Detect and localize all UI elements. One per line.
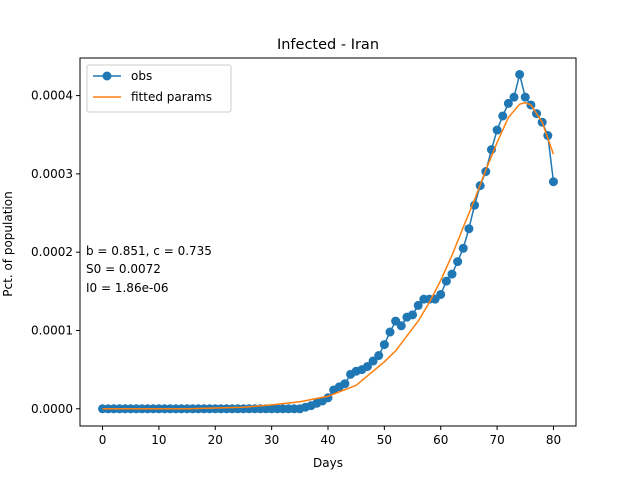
data-point (458, 243, 468, 253)
data-point (515, 69, 525, 79)
data-point (340, 379, 350, 389)
x-tick-label: 30 (264, 433, 279, 447)
y-tick-label: 0.0002 (31, 245, 73, 259)
data-point (436, 289, 446, 299)
data-point (396, 321, 406, 331)
legend: obs fitted params (86, 64, 232, 113)
legend-box (86, 64, 232, 113)
data-point (509, 92, 519, 102)
data-point (492, 125, 502, 135)
data-point (447, 269, 457, 279)
x-tick-label: 40 (320, 433, 335, 447)
data-point (374, 351, 384, 361)
data-point (498, 111, 508, 121)
y-tick-label: 0.0004 (31, 89, 73, 103)
x-axis-label: Days (313, 456, 343, 470)
annotation-line-1: b = 0.851, c = 0.735 (86, 244, 212, 258)
legend-fit-label: fitted params (131, 90, 212, 104)
x-tick-label: 70 (489, 433, 504, 447)
y-axis-label: Pct. of population (1, 191, 15, 296)
x-tick-label: 80 (546, 433, 561, 447)
x-tick-label: 0 (99, 433, 107, 447)
data-point (408, 310, 418, 320)
data-point (362, 361, 372, 371)
plot-area: 0 10 20 30 40 50 60 70 80 0.0000 0.0001 0.0002 0.000… (31, 57, 577, 447)
data-point (548, 177, 558, 187)
chart-title: Infected - Iran (277, 37, 379, 53)
y-tick-label: 0.0003 (31, 167, 73, 181)
data-point (470, 200, 480, 210)
data-point (441, 276, 451, 286)
data-point (385, 327, 395, 337)
series-line-1 (102, 101, 555, 410)
data-point (520, 92, 530, 102)
legend-obs-marker (102, 71, 112, 81)
x-tick-label: 50 (377, 433, 392, 447)
data-point (453, 257, 463, 267)
data-point (413, 300, 423, 310)
x-tick-label: 20 (208, 433, 223, 447)
data-point (503, 98, 513, 108)
data-point (379, 340, 389, 350)
annotation-line-2: S0 = 0.0072 (86, 262, 161, 276)
y-tick-label: 0.0000 (31, 402, 73, 416)
legend-obs-label: obs (131, 69, 152, 83)
data-point (368, 356, 378, 366)
annotation-line-3: I0 = 1.86e-06 (86, 281, 169, 295)
y-tick-label: 0.0001 (31, 323, 73, 337)
fit-params-annotation: b = 0.851, c = 0.735 S0 = 0.0072 I0 = 1.… (86, 244, 212, 295)
x-tick-label: 10 (151, 433, 166, 447)
data-point (464, 224, 474, 234)
x-tick-label: 60 (433, 433, 448, 447)
